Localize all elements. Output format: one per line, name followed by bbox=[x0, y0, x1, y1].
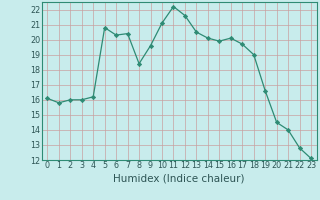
X-axis label: Humidex (Indice chaleur): Humidex (Indice chaleur) bbox=[114, 173, 245, 183]
